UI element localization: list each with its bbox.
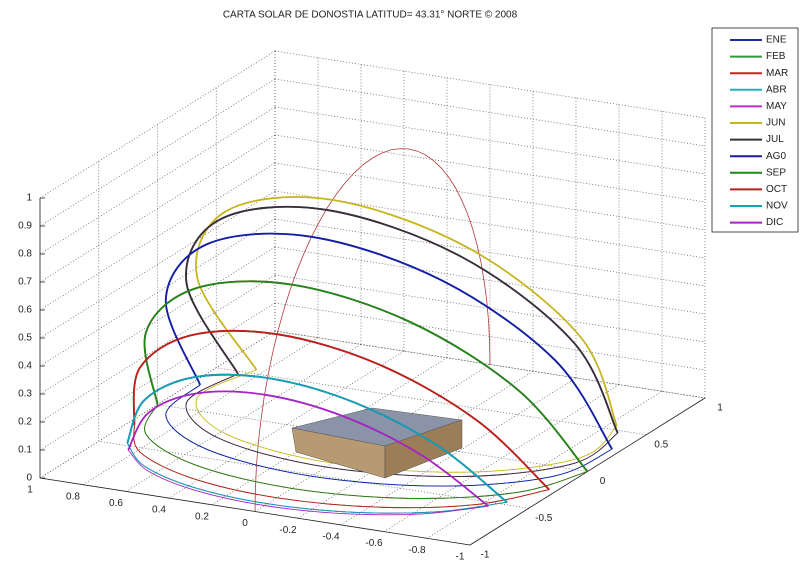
grid-line	[39, 134, 276, 283]
grid-line	[216, 367, 647, 436]
x-tick-label: -0.4	[322, 532, 340, 543]
sun-path	[126, 373, 508, 503]
ground-projection	[165, 384, 613, 487]
x-tick-label: -0.6	[365, 538, 383, 549]
grid-line	[274, 218, 706, 287]
ground-projection	[185, 373, 618, 478]
building-side	[384, 419, 463, 479]
z-tick-label: 0.3	[18, 389, 32, 400]
legend-label: AG0	[766, 151, 786, 162]
grid-line	[168, 350, 405, 499]
grid-line	[274, 78, 706, 147]
x-tick-label: -0.8	[408, 545, 426, 556]
sun-path	[185, 205, 619, 434]
grid-line	[39, 106, 276, 255]
grid-line	[426, 391, 663, 539]
grid-line	[39, 246, 276, 395]
z-tick-label: 0.1	[18, 445, 32, 456]
z-tick-label: 0.7	[18, 277, 32, 288]
x-tick-label: 0.8	[66, 491, 80, 502]
legend-label: MAY	[766, 101, 787, 112]
legend-label: FEB	[766, 51, 786, 62]
grid-line	[39, 218, 276, 367]
ground-projection	[133, 424, 550, 509]
z-tick-label: 0.2	[18, 417, 32, 428]
grid-line	[274, 330, 706, 399]
z-tick-label: 0.6	[18, 305, 32, 316]
legend-label: JUL	[766, 134, 784, 145]
grid-line	[39, 302, 276, 451]
sun-path	[185, 205, 619, 434]
y-tick-label: -0.5	[535, 513, 553, 524]
sun-path	[164, 232, 613, 450]
legend-label: OCT	[766, 184, 787, 195]
y-tick-label: 0	[600, 476, 606, 487]
x-tick-label: 0	[242, 518, 248, 529]
legend-label: NOV	[766, 201, 788, 212]
z-tick-label: 0.9	[18, 221, 32, 232]
ground-projection	[127, 449, 489, 516]
building	[291, 407, 463, 479]
legend-label: ENE	[766, 35, 787, 46]
legend-label: SEP	[766, 167, 786, 178]
grid-line	[274, 330, 706, 399]
y-tick-label: 1	[717, 403, 723, 414]
grid-line	[39, 78, 276, 227]
grid-line	[274, 50, 706, 119]
grid-line	[157, 404, 588, 472]
x-tick-label: 0.6	[109, 498, 123, 509]
z-tick-label: 0.5	[18, 333, 32, 344]
grid-line	[340, 377, 577, 526]
sun-path	[127, 390, 490, 507]
grid-line	[274, 134, 706, 203]
grid-line	[274, 106, 706, 175]
sun-path	[195, 196, 618, 427]
sun-path	[132, 329, 550, 491]
grid-line	[39, 274, 276, 423]
grid-line	[274, 274, 706, 343]
y-tick-label: -1	[481, 550, 490, 561]
sun-path	[143, 280, 589, 473]
z-tick-label: 0.8	[18, 249, 32, 260]
x-tick-label: -1	[456, 552, 465, 563]
z-tick-label: 0	[26, 473, 32, 484]
z-tick-label: 0.4	[18, 361, 32, 372]
meridian-arc	[254, 148, 491, 512]
x-tick-label: 1	[27, 485, 33, 496]
ground-projection	[126, 442, 508, 514]
grid-line	[39, 50, 276, 199]
z-tick-label: 1	[26, 193, 32, 204]
grid-line	[274, 162, 706, 231]
legend-label: MAR	[766, 68, 788, 79]
legend-box	[711, 27, 799, 233]
legend-label: JUN	[766, 118, 785, 129]
x-tick-label: -0.2	[279, 525, 297, 536]
grid-line	[39, 190, 276, 339]
x-tick-label: 0.2	[195, 511, 209, 522]
grid-line	[274, 246, 706, 315]
grid-line	[82, 337, 319, 485]
grid-line	[98, 440, 529, 509]
legend-label: ABR	[766, 84, 787, 95]
legend-label: DIC	[766, 217, 783, 228]
ground-projection	[144, 404, 588, 499]
y-tick-label: 0.5	[654, 439, 668, 450]
grid-line	[274, 302, 706, 371]
x-tick-label: 0.4	[152, 505, 166, 516]
grid-line	[39, 162, 276, 311]
chart-title: CARTA SOLAR DE DONOSTIA LATITUD= 43.31° …	[223, 10, 518, 21]
